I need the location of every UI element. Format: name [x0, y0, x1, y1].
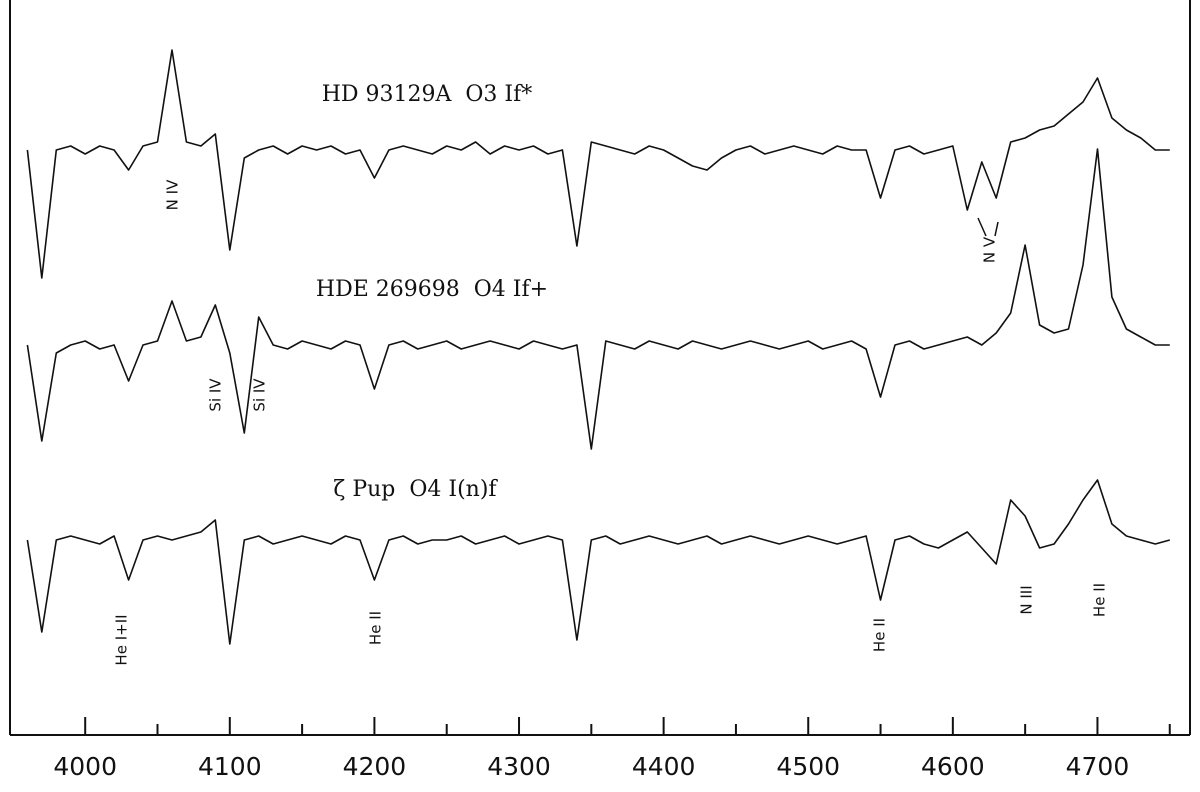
line-label: He II: [367, 611, 385, 645]
spectrum: [26, 148, 1170, 450]
line-label: N III: [1018, 585, 1036, 614]
x-tick-label: 4600: [921, 752, 985, 781]
line-label: Si IV: [207, 378, 225, 412]
line-label: He II: [871, 618, 889, 652]
x-tick-label: 4000: [53, 752, 117, 781]
spectrum-title: HDE 269698 O4 If+: [316, 277, 548, 302]
x-tick-label: 4100: [198, 752, 262, 781]
line-label: He II: [1091, 583, 1109, 617]
x-tick-label: 4400: [632, 752, 696, 781]
line-label: Si IV: [251, 378, 269, 412]
line-label: He I+II: [113, 614, 131, 665]
x-tick-label: 4500: [776, 752, 840, 781]
x-tick-label: 4200: [343, 752, 407, 781]
pointer: [994, 221, 999, 237]
spectrum-title: ζ Pup O4 I(n)f: [333, 477, 498, 502]
x-tick-label: 4300: [487, 752, 551, 781]
line-label: N V: [981, 236, 999, 263]
line-label: N IV: [164, 179, 182, 210]
spectrum-title: HD 93129A O3 If*: [322, 82, 533, 107]
spectrum: [26, 49, 1170, 279]
pointer: [977, 217, 987, 237]
spectrum: [26, 479, 1171, 645]
x-tick-label: 4700: [1066, 752, 1130, 781]
